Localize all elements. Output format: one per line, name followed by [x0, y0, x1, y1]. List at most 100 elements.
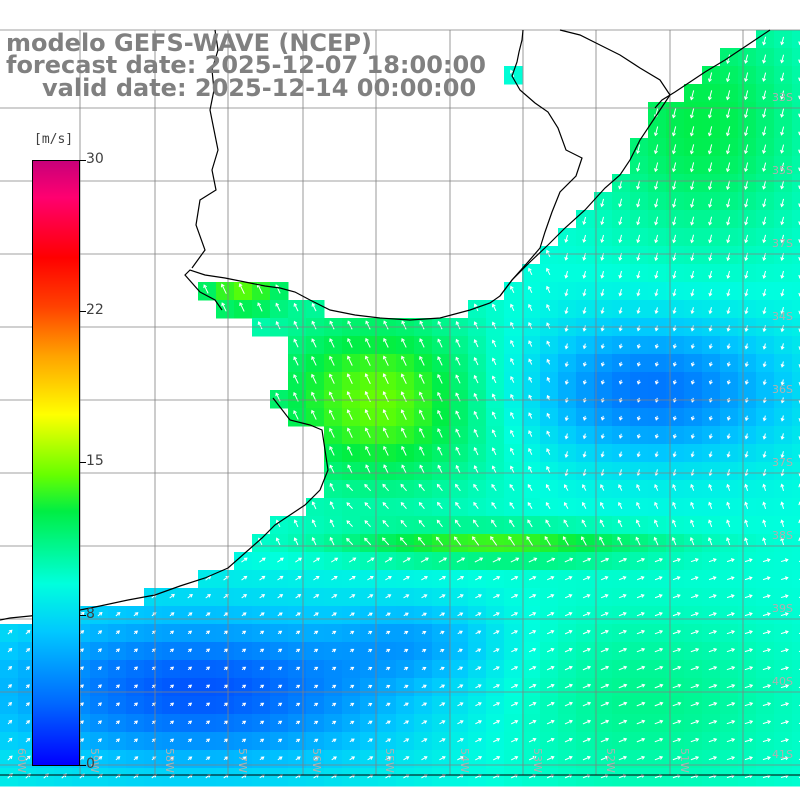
wind-arrow	[473, 374, 479, 384]
wind-arrow	[475, 630, 482, 635]
wind-arrow	[79, 720, 84, 725]
wind-arrow	[437, 320, 443, 330]
wind-arrow	[708, 576, 717, 581]
wind-arrow	[546, 303, 551, 311]
wind-arrow	[707, 108, 713, 119]
wind-arrow	[454, 519, 461, 528]
wind-arrow	[726, 216, 731, 226]
wind-arrow	[346, 502, 353, 509]
wind-arrow	[708, 451, 713, 458]
wind-arrow	[672, 433, 677, 439]
wind-arrow	[744, 630, 753, 635]
wind-arrow	[257, 302, 263, 312]
latitude-label: 33S	[772, 91, 793, 104]
wind-arrow	[600, 557, 610, 563]
wind-arrow	[600, 665, 610, 671]
wind-arrow	[618, 307, 623, 315]
wind-arrow	[617, 536, 623, 546]
wind-arrow	[439, 594, 446, 599]
wind-arrow	[708, 216, 713, 226]
wind-arrow	[457, 630, 463, 635]
wind-arrow	[618, 216, 623, 226]
wind-arrow	[313, 720, 319, 725]
wind-arrow	[582, 325, 587, 332]
wind-arrow	[726, 270, 731, 279]
wind-arrow	[367, 738, 373, 743]
wind-arrow	[331, 702, 337, 707]
wind-arrow	[382, 483, 389, 492]
wind-arrow	[762, 162, 767, 172]
wind-arrow	[725, 108, 731, 119]
wind-arrow	[780, 90, 785, 100]
wind-arrow	[421, 594, 428, 599]
wind-arrow	[798, 381, 800, 386]
wind-speed-cell	[792, 84, 800, 103]
wind-arrow	[511, 684, 519, 689]
wind-arrow	[383, 337, 389, 348]
wind-speed-cell	[792, 552, 800, 571]
wind-arrow	[546, 285, 551, 293]
wind-arrow	[97, 648, 102, 653]
wind-arrow	[582, 484, 587, 491]
wind-arrow	[365, 445, 371, 456]
wind-arrow	[743, 144, 749, 155]
wind-arrow	[295, 575, 302, 581]
wind-speed-cell	[792, 624, 800, 643]
wind-speed-cell	[792, 120, 800, 139]
wind-arrow	[671, 536, 677, 546]
wind-arrow	[169, 738, 175, 743]
latitude-label: 41S	[772, 748, 793, 761]
wind-arrow	[599, 536, 605, 546]
wind-arrow	[331, 738, 337, 743]
wind-arrow	[508, 536, 516, 546]
wind-arrow	[223, 720, 229, 725]
wind-arrow	[564, 557, 574, 563]
wind-arrow	[690, 501, 695, 509]
wind-arrow	[708, 288, 713, 297]
wind-arrow	[295, 720, 301, 725]
wind-arrow	[726, 288, 731, 297]
wind-arrow	[313, 738, 319, 743]
wind-arrow	[690, 307, 695, 315]
wind-arrow	[399, 537, 408, 546]
wind-arrow	[582, 234, 587, 243]
wind-arrow	[780, 288, 785, 297]
wind-arrow	[528, 737, 537, 743]
wind-arrow	[744, 756, 754, 761]
wind-arrow	[672, 719, 682, 725]
wind-arrow	[563, 519, 569, 528]
wind-arrow	[421, 576, 428, 581]
wind-arrow	[653, 519, 659, 528]
wind-arrow	[421, 684, 427, 689]
wind-arrow	[455, 483, 461, 492]
wind-arrow	[528, 285, 533, 293]
wind-arrow	[25, 702, 30, 707]
wind-arrow	[672, 701, 682, 707]
colorbar-tick-label: 22	[86, 302, 104, 318]
wind-arrow	[364, 409, 371, 421]
wind-arrow	[511, 666, 519, 671]
wind-arrow	[510, 701, 519, 707]
wind-arrow	[780, 198, 785, 208]
wind-arrow	[600, 683, 610, 689]
wind-arrow	[654, 629, 664, 635]
wind-arrow	[762, 469, 767, 477]
wind-arrow	[510, 575, 519, 581]
wind-arrow	[492, 557, 502, 563]
wind-arrow	[725, 72, 731, 83]
wind-arrow	[546, 737, 555, 743]
wind-arrow	[672, 594, 681, 599]
wind-arrow	[618, 737, 628, 743]
wind-arrow	[672, 519, 677, 528]
wind-arrow	[672, 576, 681, 581]
wind-arrow	[457, 720, 464, 725]
wind-arrow	[600, 484, 605, 491]
wind-arrow	[744, 469, 749, 477]
wind-arrow	[367, 684, 373, 689]
wind-arrow	[400, 355, 407, 366]
wind-arrow	[636, 361, 641, 367]
wind-arrow	[672, 755, 682, 761]
wind-arrow	[690, 519, 695, 528]
wind-arrow	[509, 465, 515, 474]
wind-arrow	[133, 738, 139, 743]
